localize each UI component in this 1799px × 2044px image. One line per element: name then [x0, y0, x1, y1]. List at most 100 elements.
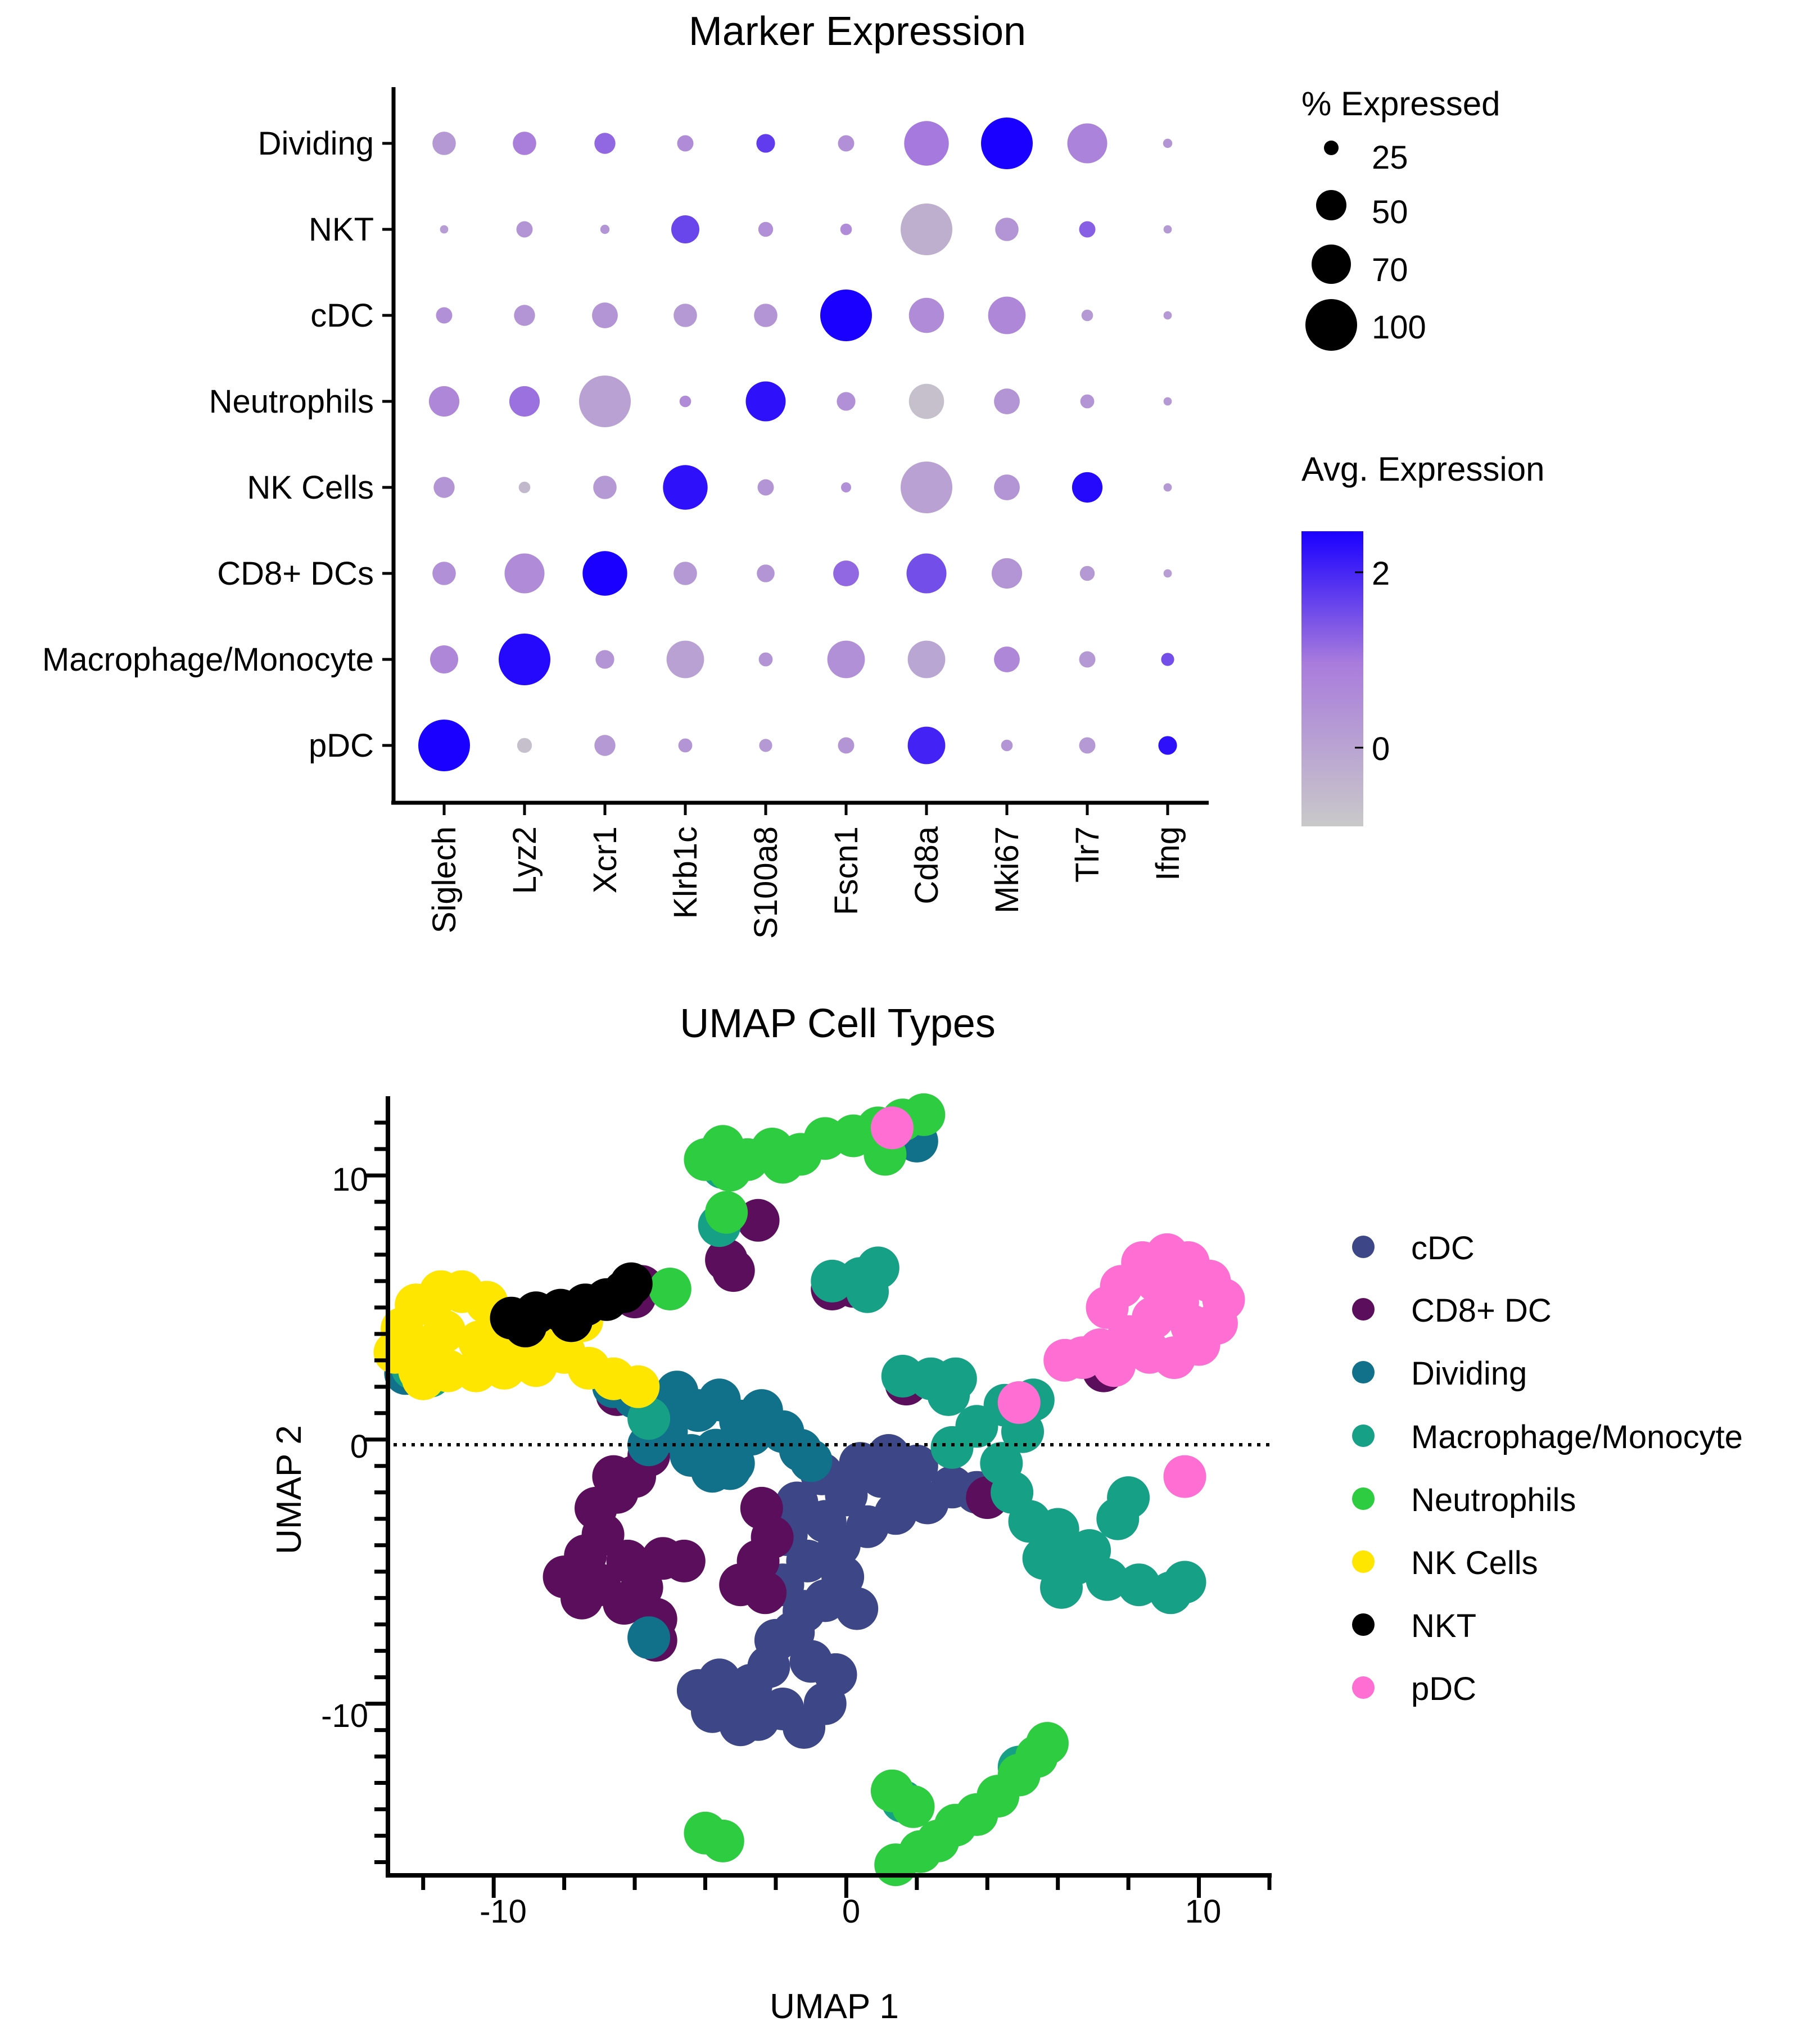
- dot-cdc-cd8a: [908, 297, 944, 333]
- dot-pdc-siglech: [418, 720, 470, 771]
- dot-neutrophils-tlr7: [1080, 394, 1095, 409]
- legend-label-cd8-dc: CD8+ DC: [1411, 1292, 1552, 1329]
- dot-pdc-tlr7: [1079, 737, 1096, 754]
- legend-marker-cd8-dc: [1352, 1298, 1375, 1321]
- dot-cdc-klrb1c: [674, 304, 697, 327]
- dot-nk-cells-fscn1: [841, 482, 851, 492]
- umap-title: UMAP Cell Types: [680, 1001, 996, 1046]
- dot-cd8-dcs-fscn1: [833, 560, 859, 586]
- dot-neutrophils-s100a8: [745, 381, 786, 422]
- dot-nkt-ifng: [1163, 225, 1172, 234]
- dot-cd8-dcs-lyz2: [504, 553, 545, 594]
- dot-nk-cells-xcr1: [593, 476, 617, 499]
- dot-pdc-cd8a: [907, 726, 946, 765]
- col-label-klrb1c: Klrb1c: [667, 826, 704, 919]
- dot-dividing-siglech: [432, 132, 456, 155]
- legend-marker-cdc: [1352, 1236, 1375, 1258]
- dot-cd8-dcs-s100a8: [757, 564, 775, 582]
- dotplot-col-ticks: Siglech Lyz2 Xcr1 Klrb1c S100a8 Fscn1 Cd8a Mki6…: [426, 803, 1186, 939]
- point-macrophage-monocyte-16: [1068, 1529, 1111, 1572]
- point-cd8-dc-27: [705, 1238, 748, 1282]
- dotplot-dots: [418, 117, 1177, 771]
- umap-x-label: UMAP 1: [770, 1987, 899, 2026]
- legend-marker-nk-cells: [1352, 1550, 1375, 1573]
- dot-macrophage-monocyte-mki67: [994, 646, 1020, 672]
- size-legend-label-50: 50: [1372, 194, 1408, 230]
- point-pdc-22: [997, 1381, 1041, 1424]
- point-macrophage-monocyte-13: [1163, 1561, 1206, 1604]
- dot-neutrophils-lyz2: [509, 386, 540, 417]
- dot-cd8-dcs-siglech: [432, 562, 456, 585]
- size-legend-title: % Expressed: [1301, 85, 1500, 123]
- point-cdc-7: [698, 1658, 741, 1702]
- point-nkt-7: [504, 1304, 547, 1347]
- cluster-cdc: [676, 1434, 998, 1749]
- dot-dividing-mki67: [981, 117, 1033, 169]
- legend-label-macrophage: Macrophage/Monocyte: [1411, 1419, 1743, 1455]
- dot-macrophage-monocyte-fscn1: [827, 640, 865, 679]
- dot-neutrophils-fscn1: [837, 392, 856, 411]
- point-macrophage-monocyte-26: [846, 1270, 889, 1313]
- dot-cdc-siglech: [436, 307, 453, 324]
- dot-dividing-tlr7: [1067, 123, 1108, 164]
- size-legend-label-100: 100: [1372, 309, 1426, 346]
- dot-nkt-xcr1: [600, 224, 610, 234]
- row-label-pdc: pDC: [309, 727, 374, 764]
- dot-nk-cells-cd8a: [901, 462, 952, 513]
- point-cd8-dc-20: [740, 1486, 783, 1530]
- col-label-xcr1: Xcr1: [587, 826, 623, 893]
- point-cdc-10: [814, 1653, 857, 1696]
- size-legend-label-25: 25: [1372, 139, 1408, 176]
- dotplot-chart: Marker Expression Dividing NKT cDC Neutroph…: [42, 9, 1544, 939]
- point-neutrophils-27: [648, 1268, 691, 1310]
- umap-chart: UMAP Cell Types 10 0 -10 -10 0 10 UMAP 1…: [270, 1001, 1743, 2026]
- dot-dividing-klrb1c: [677, 135, 694, 152]
- size-legend: % Expressed 25 50 70 100: [1301, 85, 1500, 351]
- size-legend-dot-100: [1305, 299, 1357, 351]
- cluster-pdc: [870, 1106, 1245, 1498]
- dot-nk-cells-klrb1c: [663, 465, 708, 510]
- umap-x-tick-label-10: 10: [1185, 1893, 1222, 1930]
- dot-dividing-lyz2: [513, 132, 536, 155]
- legend-marker-pdc: [1352, 1676, 1375, 1699]
- dot-nk-cells-mki67: [994, 474, 1020, 500]
- color-legend-bar: [1301, 531, 1363, 826]
- legend-marker-dividing: [1352, 1361, 1375, 1383]
- col-label-ifng: Ifng: [1150, 826, 1186, 881]
- point-cd8-dc-21: [736, 1539, 780, 1582]
- dot-nkt-mki67: [995, 218, 1019, 241]
- legend-label-pdc: pDC: [1411, 1671, 1476, 1707]
- dot-neutrophils-cd8a: [908, 383, 944, 419]
- umap-x-tick-label-0: 0: [842, 1893, 860, 1930]
- row-label-nkt: NKT: [309, 211, 374, 248]
- dot-neutrophils-xcr1: [579, 376, 631, 427]
- umap-y-tick-label-neg10: -10: [321, 1698, 368, 1734]
- color-legend-label-0: 0: [1372, 731, 1390, 767]
- size-legend-dot-70: [1312, 245, 1351, 284]
- dot-dividing-xcr1: [594, 133, 616, 154]
- dot-cd8-dcs-tlr7: [1079, 566, 1095, 581]
- dotplot-title: Marker Expression: [689, 9, 1026, 54]
- color-legend: Avg. Expression 2 0: [1301, 450, 1544, 826]
- dot-cdc-fscn1: [820, 290, 872, 341]
- point-nkt-8: [550, 1299, 593, 1342]
- dot-dividing-cd8a: [904, 121, 949, 166]
- col-label-cd8a: Cd8a: [908, 826, 945, 904]
- umap-points: [373, 1093, 1245, 1887]
- umap-y-tick-label-0: 0: [350, 1428, 368, 1465]
- dot-cd8-dcs-klrb1c: [674, 562, 697, 585]
- dot-neutrophils-mki67: [994, 388, 1020, 414]
- size-legend-label-70: 70: [1372, 252, 1408, 288]
- dot-dividing-ifng: [1163, 138, 1173, 148]
- dot-macrophage-monocyte-siglech: [430, 645, 458, 673]
- dot-cd8-dcs-ifng: [1163, 569, 1172, 578]
- legend-label-cdc: cDC: [1411, 1230, 1475, 1267]
- legend-marker-macrophage: [1352, 1425, 1375, 1447]
- dot-pdc-lyz2: [517, 738, 532, 753]
- point-cdc-34: [772, 1611, 815, 1654]
- point-macrophage-monocyte-15: [1107, 1476, 1150, 1520]
- dot-nk-cells-siglech: [433, 477, 455, 498]
- cluster-nkt: [490, 1262, 653, 1347]
- dot-nkt-cd8a: [901, 204, 952, 255]
- dot-cdc-lyz2: [514, 305, 535, 326]
